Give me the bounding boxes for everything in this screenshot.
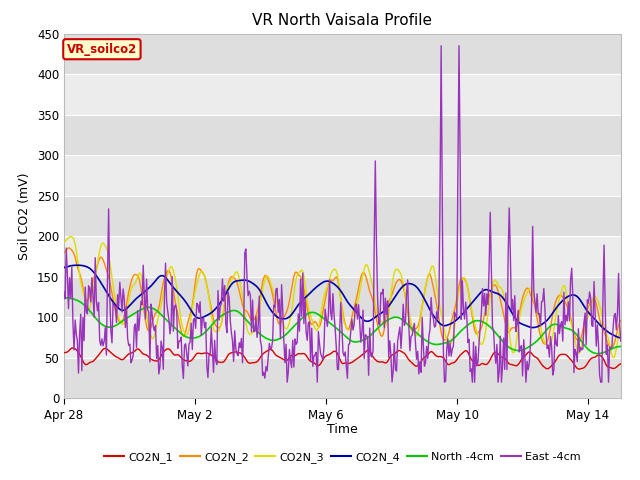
CO2N_1 bbox=[329, 349, 337, 355]
Line: CO2N_3: CO2N_3 bbox=[64, 237, 621, 358]
North -4cm bbox=[362, 336, 369, 342]
Bar bbox=[64, 358, 621, 398]
CO2N_4 bbox=[74, 263, 81, 268]
CO2N_3 bbox=[362, 262, 370, 267]
CO2N_2 bbox=[605, 342, 612, 348]
CO2N_4 bbox=[326, 278, 333, 284]
Line: CO2N_2: CO2N_2 bbox=[64, 248, 621, 347]
Line: North -4cm: North -4cm bbox=[64, 298, 621, 354]
East -4cm bbox=[437, 43, 445, 48]
CO2N_3 bbox=[605, 336, 612, 342]
X-axis label: Time: Time bbox=[327, 423, 358, 436]
North -4cm bbox=[516, 348, 524, 353]
Line: East -4cm: East -4cm bbox=[64, 46, 621, 382]
CO2N_3 bbox=[60, 239, 68, 245]
CO2N_4 bbox=[617, 335, 625, 341]
CO2N_2 bbox=[65, 245, 72, 251]
Title: VR North Vaisala Profile: VR North Vaisala Profile bbox=[252, 13, 433, 28]
CO2N_2 bbox=[608, 344, 616, 350]
CO2N_4 bbox=[329, 280, 337, 286]
East -4cm bbox=[362, 333, 370, 339]
East -4cm bbox=[60, 289, 68, 295]
North -4cm bbox=[605, 348, 612, 353]
CO2N_2 bbox=[617, 318, 625, 324]
CO2N_3 bbox=[609, 355, 617, 360]
Y-axis label: Soil CO2 (mV): Soil CO2 (mV) bbox=[19, 172, 31, 260]
CO2N_2 bbox=[326, 278, 333, 284]
CO2N_4 bbox=[362, 318, 370, 324]
North -4cm bbox=[392, 314, 399, 320]
East -4cm bbox=[393, 368, 401, 374]
CO2N_1 bbox=[575, 366, 583, 372]
CO2N_4 bbox=[393, 292, 401, 298]
Bar bbox=[64, 277, 621, 317]
CO2N_4 bbox=[518, 321, 525, 327]
CO2N_1 bbox=[362, 348, 370, 354]
North -4cm bbox=[328, 322, 335, 327]
CO2N_2 bbox=[362, 276, 370, 281]
CO2N_2 bbox=[393, 279, 401, 285]
East -4cm bbox=[329, 291, 337, 297]
CO2N_2 bbox=[329, 277, 337, 283]
CO2N_2 bbox=[518, 300, 525, 305]
CO2N_1 bbox=[518, 357, 525, 362]
East -4cm bbox=[519, 373, 527, 379]
Line: CO2N_1: CO2N_1 bbox=[64, 348, 621, 369]
CO2N_3 bbox=[617, 325, 625, 331]
CO2N_1 bbox=[69, 345, 77, 351]
Bar bbox=[64, 196, 621, 236]
North -4cm bbox=[60, 295, 68, 300]
North -4cm bbox=[593, 351, 601, 357]
CO2N_3 bbox=[329, 267, 337, 273]
CO2N_3 bbox=[518, 305, 525, 311]
Bar bbox=[64, 74, 621, 115]
Bar bbox=[64, 34, 621, 74]
CO2N_1 bbox=[326, 351, 333, 357]
CO2N_1 bbox=[617, 361, 625, 367]
CO2N_3 bbox=[67, 234, 74, 240]
North -4cm bbox=[617, 344, 625, 349]
Line: CO2N_4: CO2N_4 bbox=[64, 265, 621, 338]
Bar bbox=[64, 115, 621, 155]
Bar bbox=[64, 317, 621, 358]
Bar bbox=[64, 155, 621, 196]
CO2N_4 bbox=[60, 264, 68, 270]
Legend: CO2N_1, CO2N_2, CO2N_3, CO2N_4, North -4cm, East -4cm: CO2N_1, CO2N_2, CO2N_3, CO2N_4, North -4… bbox=[99, 448, 586, 468]
East -4cm bbox=[326, 277, 333, 283]
North -4cm bbox=[324, 319, 332, 325]
East -4cm bbox=[284, 379, 291, 385]
CO2N_3 bbox=[326, 276, 333, 282]
East -4cm bbox=[617, 338, 625, 344]
Text: VR_soilco2: VR_soilco2 bbox=[67, 43, 137, 56]
CO2N_2 bbox=[60, 250, 68, 256]
CO2N_3 bbox=[393, 266, 401, 272]
CO2N_4 bbox=[605, 329, 612, 335]
CO2N_1 bbox=[606, 364, 614, 370]
East -4cm bbox=[606, 344, 614, 350]
CO2N_1 bbox=[60, 350, 68, 356]
Bar bbox=[64, 236, 621, 277]
CO2N_1 bbox=[393, 349, 401, 355]
